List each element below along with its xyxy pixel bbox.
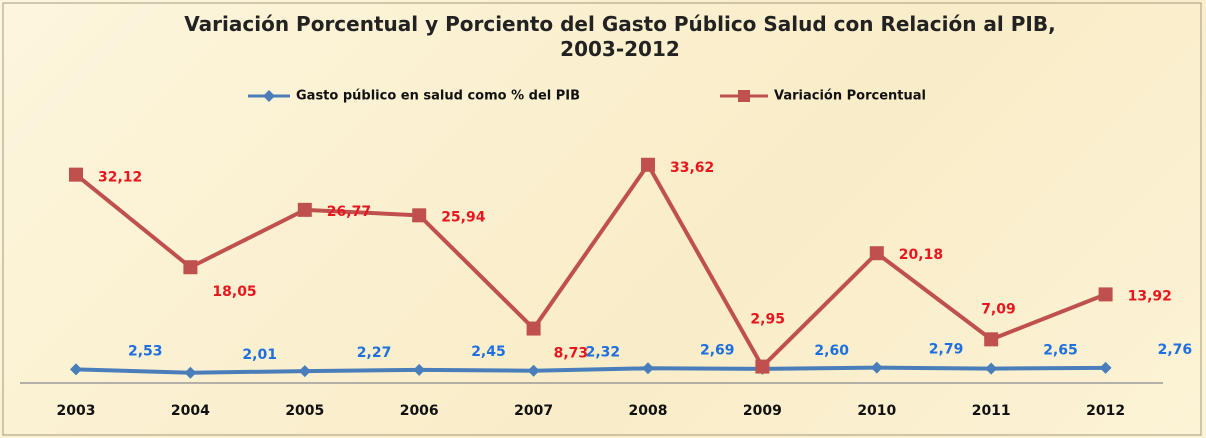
- data-label: 2,01: [242, 347, 277, 363]
- point: [985, 362, 998, 375]
- data-label: 2,76: [1158, 342, 1193, 358]
- x-tick-label: 2012: [1086, 403, 1125, 419]
- series-line: [74, 162, 1107, 369]
- point: [642, 362, 654, 375]
- point: [297, 202, 312, 217]
- point: [1098, 287, 1113, 302]
- legend-marker: [263, 90, 275, 102]
- x-tick-label: 2010: [857, 403, 896, 419]
- point: [869, 246, 884, 261]
- legend-marker: [738, 90, 750, 102]
- legend-label: Variación Porcentual: [774, 89, 926, 104]
- x-tick-label: 2009: [743, 403, 782, 419]
- series-line: [75, 365, 1106, 375]
- data-label: 2,95: [750, 312, 785, 328]
- data-label: 18,05: [212, 284, 256, 300]
- point: [755, 359, 770, 374]
- data-label: 20,18: [899, 247, 943, 263]
- x-tick-label: 2005: [285, 403, 324, 419]
- x-tick-label: 2008: [629, 403, 668, 419]
- data-label: 32,12: [98, 170, 142, 186]
- data-label: 13,92: [1128, 288, 1172, 304]
- x-tick-label: 2011: [972, 403, 1011, 419]
- point: [70, 363, 82, 376]
- data-label: 25,94: [441, 209, 486, 225]
- data-label: 7,09: [981, 301, 1016, 317]
- data-label: 2,69: [700, 342, 735, 358]
- data-label: 33,62: [670, 160, 714, 176]
- legend-label: Gasto público en salud como % del PIB: [296, 89, 580, 104]
- point: [298, 365, 311, 378]
- point: [183, 260, 198, 275]
- x-tick-label: 2003: [57, 403, 96, 419]
- point: [984, 332, 999, 347]
- chart-title: Variación Porcentual y Porciento del Gas…: [184, 12, 1056, 61]
- point: [526, 321, 541, 336]
- point: [527, 364, 540, 377]
- x-tick-label: 2004: [171, 403, 210, 419]
- point: [1099, 361, 1112, 374]
- point: [184, 366, 197, 379]
- point: [69, 167, 83, 182]
- data-label: 2,79: [929, 342, 964, 358]
- x-tick-label: 2007: [514, 403, 553, 419]
- x-tick-label: 2006: [400, 403, 439, 419]
- data-label: 2,53: [128, 343, 163, 359]
- point: [412, 208, 427, 223]
- data-label: 8,73: [554, 346, 589, 362]
- point: [413, 363, 426, 376]
- data-label: 2,65: [1043, 343, 1078, 359]
- data-label: 2,27: [357, 345, 392, 361]
- data-label: 2,45: [471, 344, 506, 360]
- data-label: 2,32: [586, 345, 621, 361]
- data-label: 26,77: [327, 204, 371, 220]
- point: [870, 361, 883, 374]
- point: [641, 157, 655, 172]
- data-label: 2,60: [814, 343, 849, 359]
